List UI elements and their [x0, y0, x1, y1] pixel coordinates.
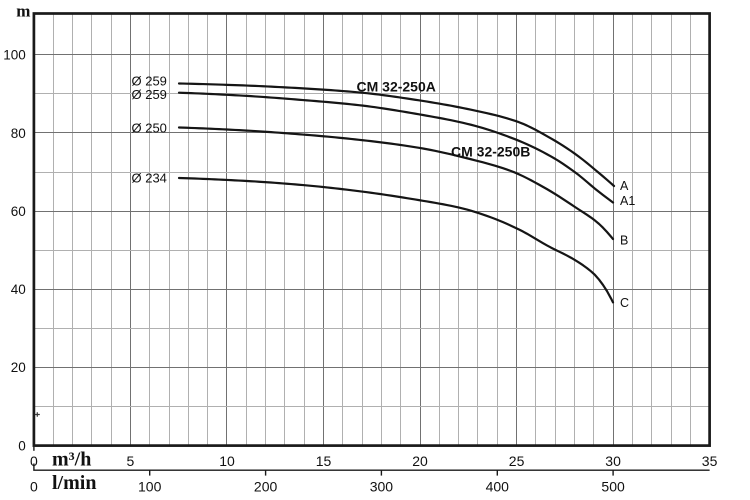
svg-text:300: 300 [370, 479, 394, 495]
svg-text:B: B [620, 234, 628, 248]
svg-text:100: 100 [3, 48, 26, 63]
svg-text:200: 200 [254, 479, 278, 495]
svg-text:20: 20 [412, 453, 428, 469]
svg-text:40: 40 [11, 282, 26, 297]
svg-text:0: 0 [18, 438, 26, 453]
svg-text:l/min: l/min [52, 472, 96, 494]
svg-text:m: m [16, 2, 30, 21]
svg-text:60: 60 [11, 204, 26, 219]
svg-text:CM 32-250B: CM 32-250B [451, 143, 530, 159]
svg-text:A1: A1 [620, 194, 635, 208]
svg-text:100: 100 [138, 479, 162, 495]
svg-text:Ø 250: Ø 250 [132, 120, 167, 135]
svg-text:0: 0 [30, 479, 38, 495]
svg-text:5: 5 [127, 453, 135, 469]
svg-text:35: 35 [702, 453, 718, 469]
svg-text:30: 30 [605, 453, 621, 469]
svg-text:400: 400 [486, 479, 510, 495]
svg-text:20: 20 [11, 360, 26, 375]
svg-text:500: 500 [601, 479, 625, 495]
svg-text:C: C [620, 296, 629, 310]
svg-text:80: 80 [11, 126, 26, 141]
svg-text:25: 25 [509, 453, 525, 469]
svg-text:Ø 259: Ø 259 [132, 74, 167, 89]
svg-text:Ø 259: Ø 259 [132, 87, 167, 102]
svg-text:10: 10 [219, 453, 235, 469]
svg-text:Ø 234: Ø 234 [132, 170, 167, 185]
svg-text:CM 32-250A: CM 32-250A [357, 79, 436, 95]
svg-text:m³/h: m³/h [52, 448, 91, 470]
svg-text:15: 15 [316, 453, 332, 469]
svg-text:0: 0 [30, 453, 38, 469]
svg-text:A: A [620, 179, 629, 193]
